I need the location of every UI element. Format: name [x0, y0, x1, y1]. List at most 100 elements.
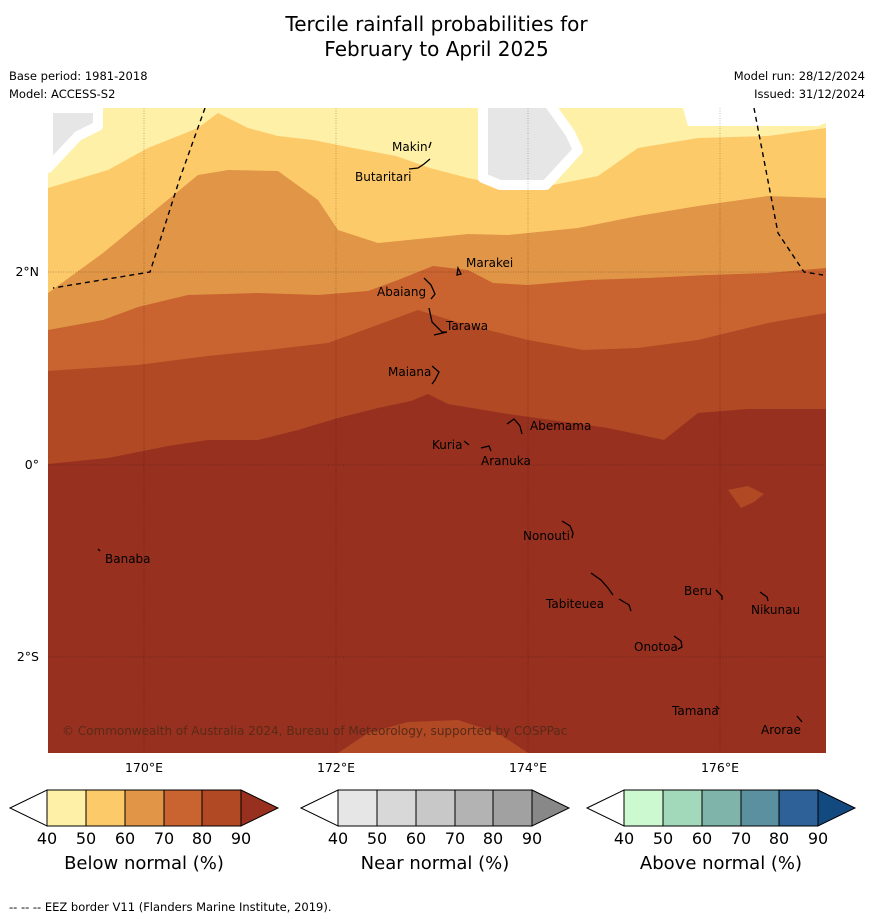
colorbar-near-swatch-1: [376, 789, 417, 827]
place-label-nikunau: Nikunau: [751, 603, 801, 617]
lat-label-0: 0°: [24, 457, 39, 472]
place-label-tarawa: Tarawa: [446, 319, 489, 333]
lon-label-172e: 172°E: [316, 760, 355, 775]
aranuka-atoll: [480, 445, 492, 452]
colorbar-below-tick-50: 50: [75, 829, 97, 848]
patch-below-80-east: [728, 486, 764, 508]
copyright-notice: © Commonwealth of Australia 2024, Bureau…: [62, 724, 568, 738]
colorbar-above-under: [585, 789, 625, 827]
place-label-tamana: Tamana: [672, 704, 719, 718]
lat-label-2s: 2°S: [16, 649, 39, 664]
eez-border-east: [753, 108, 824, 276]
place-label-abaiang: Abaiang: [377, 285, 427, 299]
patch-below-80-south: [338, 720, 528, 753]
metadata-left: Base period: 1981-2018 Model: ACCESS-S2: [9, 67, 148, 103]
place-label-makin: Makin: [392, 140, 428, 154]
metadata-right: Model run: 28/12/2024 Issued: 31/12/2024: [734, 67, 865, 103]
colorbar-near-tick-60: 60: [405, 829, 427, 848]
lon-label-174e: 174°E: [508, 760, 547, 775]
onotoa-atoll: [673, 635, 683, 650]
kuria-atoll: [463, 440, 470, 446]
place-label-beru: Beru: [684, 584, 713, 598]
colorbar-near-swatch-2: [415, 789, 456, 827]
colorbar-above-tick-40: 40: [613, 829, 635, 848]
colorbar-near-tick-90: 90: [521, 829, 543, 848]
lon-label-170e: 170°E: [124, 760, 163, 775]
colorbar-above-tick-60: 60: [691, 829, 713, 848]
tarawa-atoll: [428, 307, 448, 336]
colorbar-near-tick-80: 80: [482, 829, 504, 848]
eez-border-west: [52, 108, 206, 289]
colorbar-above-swatch-0: [623, 789, 664, 827]
colorbar-near-swatch-5: [531, 789, 571, 827]
colorbar-below-under: [8, 789, 48, 827]
band-below-50: [48, 108, 826, 293]
colorbar-near-tick-40: 40: [327, 829, 349, 848]
colorbar-above-swatch-2: [701, 789, 742, 827]
place-label-nonouti: Nonouti: [523, 529, 570, 543]
colorbar-below-tick-90: 90: [230, 829, 252, 848]
colorbar-below-swatch-1: [85, 789, 126, 827]
colorbar-below-swatch-5: [240, 789, 280, 827]
region-white-top-right: [683, 108, 826, 126]
band-below-40: [48, 108, 826, 188]
place-label-onotoa: Onotoa: [634, 640, 678, 654]
colorbar-below-swatch-4: [201, 789, 242, 827]
model-name: Model: ACCESS-S2: [9, 87, 116, 101]
colorbar-below-tick-70: 70: [153, 829, 175, 848]
colorbar-above-tick-50: 50: [652, 829, 674, 848]
colorbar-above-swatch-3: [740, 789, 780, 827]
colorbar-below-tick-80: 80: [191, 829, 213, 848]
colorbar-above-tick-90: 90: [807, 829, 829, 848]
tabiteuea-atoll: [590, 572, 632, 612]
graticule: [48, 108, 826, 753]
place-label-abemama: Abemama: [530, 419, 592, 433]
banaba-island: [97, 548, 101, 552]
title-line-1: Tercile rainfall probabilities for: [285, 12, 588, 36]
abemama-atoll: [506, 418, 523, 435]
colorbar-near-tick-70: 70: [444, 829, 466, 848]
eez-border: [52, 108, 824, 289]
place-label-banaba: Banaba: [105, 552, 151, 566]
colorbar-below-swatch-0: [46, 789, 87, 827]
place-label-kuria: Kuria: [432, 438, 463, 452]
colorbar-above-normal: [585, 789, 857, 827]
title-line-2: February to April 2025: [324, 37, 549, 61]
colorbar-near-normal: [299, 789, 571, 827]
base-period: Base period: 1981-2018: [9, 69, 148, 83]
colorbar-below-title: Below normal (%): [64, 853, 224, 874]
place-label-aranuka: Aranuka: [481, 454, 531, 468]
colorbar-near-swatch-0: [337, 789, 378, 827]
issued-date: Issued: 31/12/2024: [754, 87, 865, 101]
colorbar-near-under: [299, 789, 339, 827]
colorbar-below-tick-60: 60: [114, 829, 136, 848]
place-label-maiana: Maiana: [388, 365, 432, 379]
colorbar-above-swatch-4: [778, 789, 819, 827]
place-label-marakei: Marakei: [466, 256, 514, 270]
lon-label-176e: 176°E: [700, 760, 739, 775]
beru-atoll: [715, 589, 723, 600]
place-label-tabiteuea: Tabiteuea: [546, 597, 605, 611]
tamana-island: [715, 705, 720, 710]
colorbar-legends: [8, 789, 857, 827]
region-near-normal-center: [478, 108, 583, 190]
abaiang-atoll: [423, 277, 436, 300]
colorbar-below-swatch-2: [124, 789, 165, 827]
colorbar-above-tick-70: 70: [730, 829, 752, 848]
arorae-island: [796, 715, 803, 723]
colorbar-near-swatch-3: [454, 789, 494, 827]
colorbar-above-title: Above normal (%): [639, 853, 803, 874]
nikunau-atoll: [759, 591, 769, 602]
marakei-atoll: [456, 265, 462, 276]
colorbar-above-swatch-5: [817, 789, 857, 827]
colorbar-near-title: Near normal (%): [360, 853, 510, 874]
region-near-normal-left: [48, 108, 103, 173]
colorbar-near-swatch-4: [492, 789, 533, 827]
colorbar-above-swatch-1: [662, 789, 703, 827]
colorbar-near-tick-50: 50: [366, 829, 388, 848]
makin-atoll: [428, 141, 432, 149]
lat-label-2n: 2°N: [15, 264, 39, 279]
colorbar-below-tick-40: 40: [36, 829, 58, 848]
colorbar-below-swatch-3: [163, 789, 203, 827]
colorbar-below-normal: [8, 789, 280, 827]
